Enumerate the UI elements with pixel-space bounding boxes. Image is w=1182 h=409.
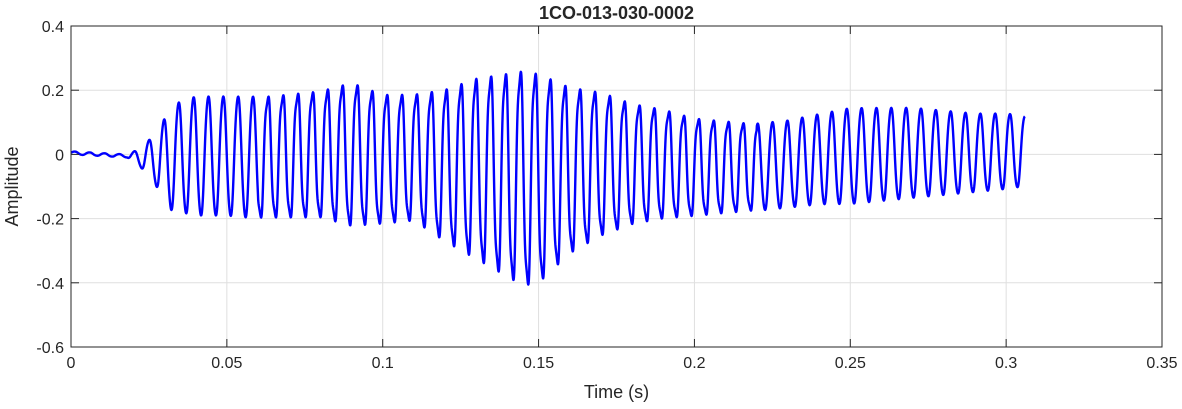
- x-tick-label: 0.25: [835, 355, 866, 372]
- series-line: [70, 70, 1026, 286]
- tick-layer: 0 0.05 0.1 0.15 0.2 0.25 0.3 0.35 -0.6 -0.4 -0.2 0 0…: [36, 19, 1177, 372]
- x-tick-label: 0.1: [372, 355, 394, 372]
- y-tick-label: 0.4: [42, 19, 64, 36]
- x-axis-label: Time (s): [584, 382, 649, 402]
- y-tick-label: -0.2: [36, 212, 64, 229]
- y-tick-label: 0.2: [42, 83, 64, 100]
- plot-area: [70, 70, 1026, 286]
- x-tick-label: 0: [67, 355, 76, 372]
- y-tick-label: -0.6: [36, 340, 64, 357]
- x-tick-label: 0.35: [1146, 355, 1177, 372]
- y-axis-label: Amplitude: [2, 146, 22, 226]
- x-tick-label: 0.15: [523, 355, 554, 372]
- y-tick-label: -0.4: [36, 276, 64, 293]
- plot-frame: [70, 25, 1163, 348]
- x-tick-label: 0.05: [211, 355, 242, 372]
- x-tick-label: 0.3: [995, 355, 1017, 372]
- x-tick-label: 0.2: [683, 355, 705, 372]
- chart-title: 1CO-013-030-0002: [539, 3, 694, 23]
- y-tick-label: 0: [55, 147, 64, 164]
